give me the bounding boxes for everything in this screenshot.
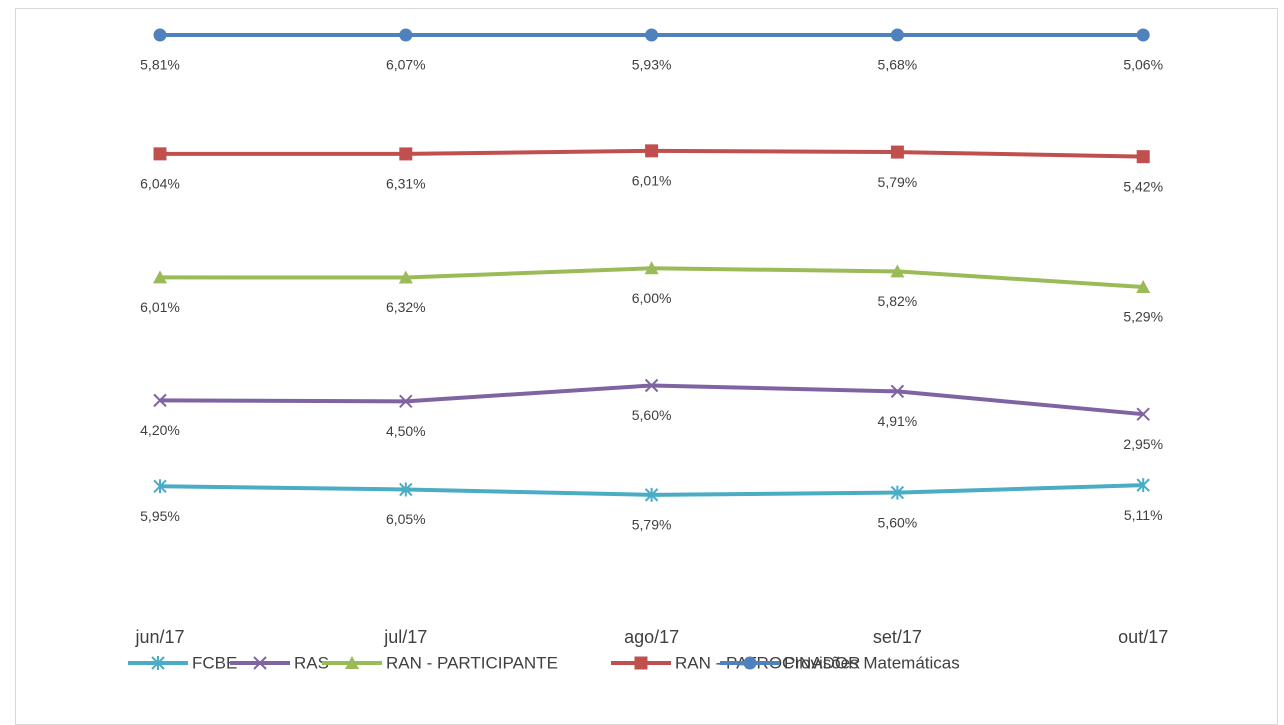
marker [634,656,648,670]
marker [890,145,904,159]
legend-label: FCBE [192,653,237,672]
value-label: 6,31% [386,176,426,192]
marker [153,28,167,42]
marker [644,261,659,275]
value-label: 5,29% [1123,309,1163,325]
marker [890,485,905,500]
value-label: 6,05% [386,511,426,527]
value-label: 5,11% [1124,507,1163,523]
marker [890,384,905,399]
marker [644,487,659,502]
value-label: 4,91% [878,413,918,429]
marker [890,28,904,42]
marker [644,378,659,393]
marker [399,147,413,161]
marker [890,264,905,278]
marker [1136,478,1150,493]
marker [1136,150,1150,164]
value-label: 5,93% [632,57,672,73]
x-tick-label: out/17 [1118,627,1168,647]
marker [645,144,659,158]
value-label: 5,60% [878,514,918,530]
value-label: 5,68% [878,57,918,73]
marker [1136,28,1150,42]
marker [645,28,659,42]
value-label: 6,01% [140,299,180,315]
value-label: 5,42% [1123,178,1163,194]
value-label: 5,60% [632,407,672,423]
marker [153,479,167,494]
value-label: 6,01% [632,173,672,189]
value-label: 6,07% [386,57,426,73]
marker [153,393,167,408]
value-label: 4,50% [386,423,426,439]
legend-label: Provisões Matemáticas [784,653,960,672]
marker [398,270,413,284]
value-label: 6,00% [632,290,672,306]
value-label: 5,06% [1123,57,1163,73]
value-label: 6,32% [386,299,426,315]
value-label: 5,95% [140,508,180,524]
value-label: 5,81% [140,57,180,73]
x-tick-label: ago/17 [624,627,679,647]
marker [399,482,413,497]
marker [151,656,165,670]
marker [1136,279,1151,293]
chart-frame [15,8,1278,725]
x-tick-label: jun/17 [134,627,184,647]
marker [153,270,167,284]
marker [253,656,267,670]
value-label: 2,95% [1123,436,1163,452]
marker [399,28,413,42]
legend-label: RAN - PARTICIPANTE [386,653,558,672]
marker [345,656,359,669]
marker [399,394,413,409]
marker [153,147,167,161]
marker [743,656,757,670]
x-tick-label: jul/17 [383,627,427,647]
legend-label: RAS [294,653,329,672]
value-label: 5,82% [878,293,918,309]
marker [1136,407,1150,421]
x-tick-label: set/17 [873,627,922,647]
value-label: 5,79% [632,517,672,533]
value-label: 6,04% [140,176,180,192]
value-label: 5,79% [878,174,918,190]
value-label: 4,20% [140,422,180,438]
